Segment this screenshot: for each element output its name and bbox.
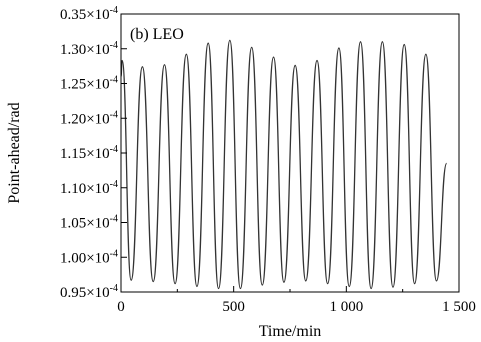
x-tick-label: 1 500	[442, 299, 476, 315]
y-tick-label: 0.35×10-4	[60, 5, 118, 23]
series-line	[120, 39, 448, 290]
y-tick-label: 1.10×10-4	[60, 179, 118, 197]
y-tick-label: 1.00×10-4	[60, 248, 118, 266]
y-tick-label: 1.30×10-4	[60, 40, 118, 58]
panel-annotation: (b) LEO	[130, 26, 184, 43]
y-tick-label: 0.95×10-4	[60, 283, 118, 301]
y-tick-label: 1.05×10-4	[60, 214, 118, 232]
x-tick-label: 0	[117, 299, 125, 315]
y-axis-title: Point-ahead/rad	[6, 102, 23, 203]
y-tick-label: 1.25×10-4	[60, 75, 118, 93]
x-axis-title: Time/min	[259, 323, 322, 340]
y-tick-label: 1.15×10-4	[60, 144, 118, 162]
x-tick-label: 500	[222, 299, 245, 315]
x-tick-label: 1 000	[329, 299, 363, 315]
y-tick-label: 1.20×10-4	[60, 109, 118, 127]
